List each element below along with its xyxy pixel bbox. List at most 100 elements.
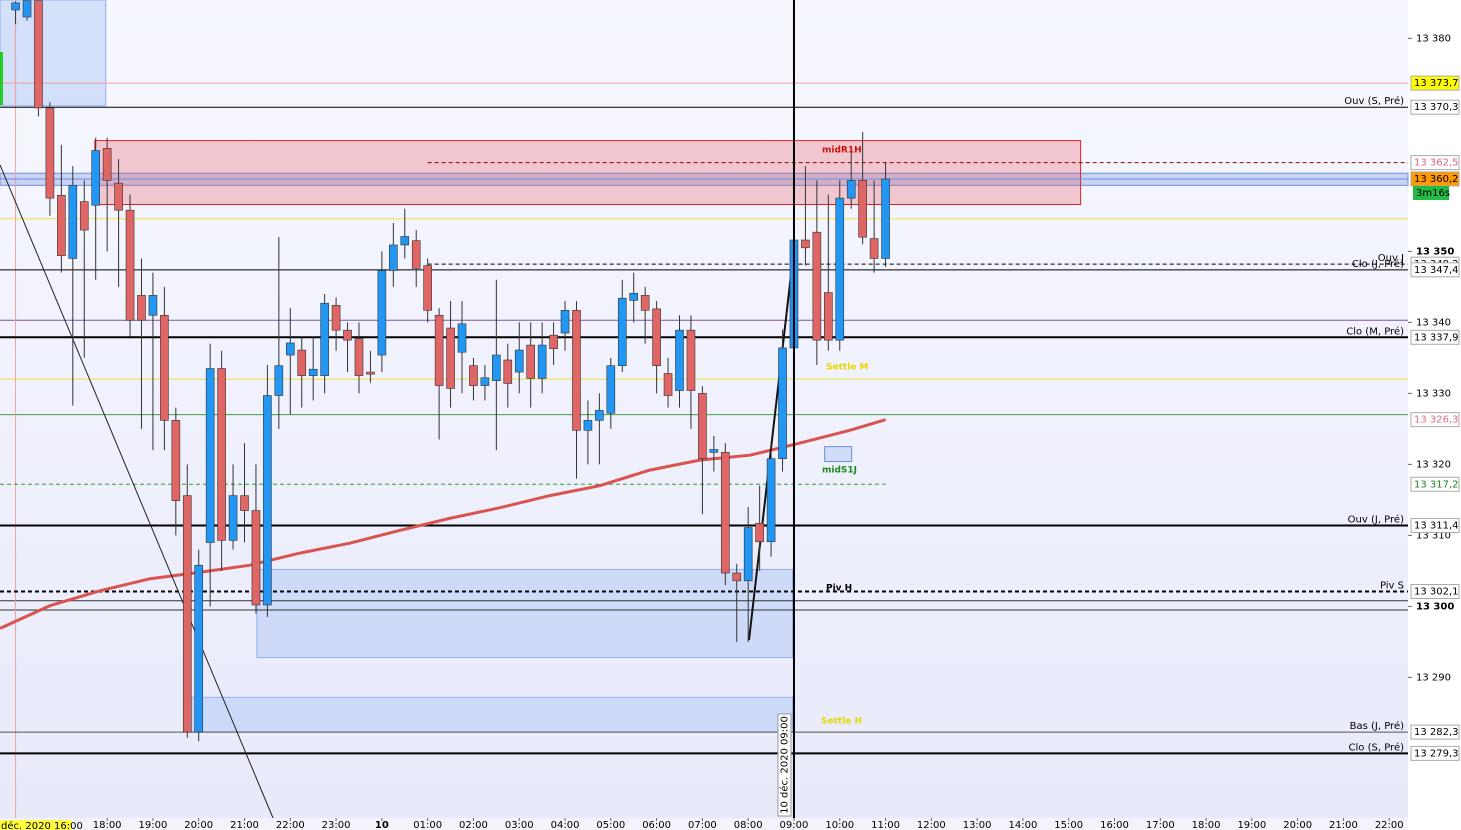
- candle-body: [446, 327, 455, 389]
- moving-average: [0, 418, 887, 630]
- annotation: Settle M: [826, 363, 869, 373]
- crosshair-label: 10 déc. 2020 09:00: [778, 716, 790, 814]
- candle-body: [629, 292, 639, 301]
- candle-body: [778, 347, 787, 460]
- x-tick-label: 20:00: [1283, 820, 1312, 830]
- price-tag: [1410, 745, 1460, 761]
- annotation: Settle H: [821, 717, 862, 727]
- zone: [824, 446, 853, 463]
- candle-body: [400, 236, 410, 246]
- price-tag-label: 13 337,9: [1414, 332, 1459, 343]
- x-tick-label: 07:00: [688, 820, 717, 830]
- x-tick-label: 05:00: [596, 820, 625, 830]
- price-tag: [1410, 724, 1460, 740]
- candle-body: [640, 295, 650, 311]
- price-tag: [1410, 155, 1460, 171]
- crosshair-label-bg: [777, 713, 792, 817]
- x-tick-label: 19:00: [1237, 820, 1266, 830]
- x-tick-label: 04:00: [551, 820, 580, 830]
- candle-body: [411, 240, 421, 269]
- x-tick-label: 10:00: [825, 820, 854, 830]
- level-text: Bas (J, Pré): [1350, 720, 1404, 732]
- candle-body: [595, 410, 604, 421]
- x-tick-label: 08:00: [734, 820, 763, 830]
- candle-body: [480, 377, 490, 386]
- candle-body: [537, 344, 547, 379]
- candle-body: [11, 2, 20, 11]
- candle-body: [251, 510, 261, 606]
- price-tag-label: 13 362,5: [1414, 158, 1459, 169]
- candle-body: [57, 194, 66, 256]
- candle-body: [743, 527, 753, 582]
- x-tick-label: 06:00: [642, 820, 671, 830]
- countdown-tag: [1413, 186, 1449, 200]
- price-tag: [1410, 412, 1460, 428]
- candle-body: [434, 314, 444, 386]
- x-tick-label: 20:00: [184, 820, 213, 830]
- annotation: Piv H: [826, 584, 852, 594]
- level-text: Ouv J: [1378, 253, 1404, 264]
- candle-body: [297, 349, 307, 376]
- candle-body: [240, 495, 249, 511]
- zone: [256, 568, 794, 659]
- candle-body: [114, 182, 123, 211]
- candle-body: [205, 368, 215, 543]
- candle-body: [423, 265, 432, 311]
- x-tick-label: 02:00: [459, 820, 488, 830]
- annotation: midR1H: [822, 146, 862, 156]
- candle-body: [503, 359, 513, 384]
- candle-body: [274, 365, 284, 396]
- candle-body: [45, 107, 55, 199]
- candle-body: [160, 314, 169, 421]
- y-tick-label: 13 380: [1416, 33, 1451, 44]
- y-tick-label: 13 320: [1416, 459, 1451, 470]
- date-label: déc. 2020 16:00: [1, 820, 83, 830]
- candle-body: [91, 150, 101, 206]
- x-tick-label: 03:00: [505, 820, 534, 830]
- candle-body: [171, 420, 181, 501]
- level-text: Piv S: [1380, 580, 1404, 591]
- price-tag-label: 13 326,3: [1414, 415, 1459, 426]
- y-tick-label: 13 350: [1416, 246, 1454, 257]
- candle-body: [217, 368, 226, 541]
- date-label-bg: [0, 820, 72, 830]
- candle-body: [686, 329, 696, 391]
- price-tag-label: 13 302,1: [1414, 586, 1459, 597]
- candle-body: [514, 349, 524, 373]
- y-tick-label: 13 330: [1416, 388, 1451, 399]
- x-tick-label: 12:00: [917, 820, 946, 830]
- y-tick-label: 13 340: [1416, 317, 1451, 328]
- zone: [94, 140, 1082, 205]
- level-text: Ouv (S, Pré): [1344, 95, 1404, 107]
- candle-body: [148, 295, 158, 316]
- candle-body: [343, 329, 352, 341]
- price-tag: [1410, 476, 1460, 492]
- candle-body: [606, 365, 616, 414]
- candle-body: [68, 185, 78, 259]
- candle-body: [824, 292, 833, 341]
- x-tick-label: 13:00: [963, 820, 992, 830]
- candle-body: [354, 338, 364, 376]
- candle-body: [79, 201, 89, 231]
- x-tick-label: 19:00: [139, 820, 168, 830]
- candle-body: [320, 302, 329, 376]
- candle-body: [709, 449, 719, 453]
- candle-body: [457, 323, 467, 353]
- y-tick-label: 13 300: [1416, 601, 1454, 612]
- candle-body: [34, 0, 43, 109]
- price-tag-label: 13 279,3: [1414, 748, 1459, 759]
- level-text: Ouv (J, Pré): [1348, 513, 1404, 525]
- x-tick-label: 23:00: [322, 820, 351, 830]
- zone: [0, 0, 107, 107]
- candle-body: [194, 564, 204, 733]
- candle-body: [469, 365, 478, 386]
- x-tick-label: 21:00: [1329, 820, 1358, 830]
- x-tick-label: 17:00: [1146, 820, 1175, 830]
- candle-body: [389, 244, 398, 271]
- candle-body: [22, 0, 32, 18]
- x-tick-label: 18:00: [93, 820, 122, 830]
- candle-body: [720, 452, 730, 574]
- x-tick-label: 22:00: [276, 820, 305, 830]
- zone: [186, 696, 794, 733]
